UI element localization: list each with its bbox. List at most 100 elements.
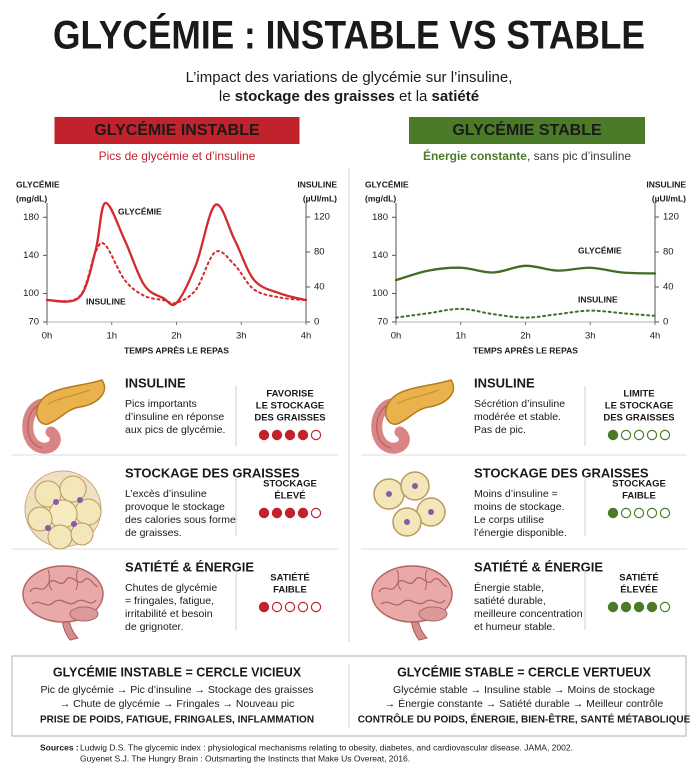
rating-dot-empty <box>659 507 671 519</box>
tagline-part: Énergie constante <box>423 148 527 163</box>
card-icon <box>28 380 105 448</box>
card-body-line: Pas de pic. <box>474 424 526 436</box>
card-icon <box>22 565 104 641</box>
rating-dot-empty <box>284 601 296 613</box>
subtitle-part: satiété <box>432 88 480 105</box>
rating-dot-filled <box>271 507 283 519</box>
panel-tagline: Pics de glycémie et d’insuline <box>99 149 256 163</box>
x-axis-title: TEMPS APRÈS LE REPAS <box>473 345 578 355</box>
panel-header: GLYCÉMIE STABLE <box>452 120 602 139</box>
y2-tick-label: 120 <box>314 212 330 223</box>
rating-dot-empty <box>310 429 322 441</box>
rating-dot-filled <box>646 601 658 613</box>
y-axis-title: GLYCÉMIE <box>365 179 409 189</box>
x-axis-title: TEMPS APRÈS LE REPAS <box>124 345 229 355</box>
card-body-line: meilleure concentration <box>474 608 583 620</box>
rating-label: ÉLEVÉ <box>274 491 305 502</box>
sources-label: Sources : <box>40 742 79 752</box>
series-label: GLYCÉMIE <box>578 245 622 255</box>
y-axis-title: (mg/dL) <box>16 193 47 203</box>
rating-dot-empty <box>659 429 671 441</box>
subtitle-part: et la <box>395 88 432 105</box>
rating-dot-empty <box>620 507 632 519</box>
y2-axis-title: (µUI/mL) <box>652 193 686 203</box>
rating-label: FAVORISE <box>266 389 313 400</box>
rating-dot-filled <box>271 429 283 441</box>
y2-tick-label: 80 <box>663 247 674 258</box>
card-heading: STOCKAGE DES GRAISSES <box>125 465 300 480</box>
rating-label: STOCKAGE <box>612 479 666 490</box>
series-label: GLYCÉMIE <box>118 206 162 216</box>
rating-dot-filled <box>607 601 619 613</box>
rating-dot-filled <box>620 601 632 613</box>
card-body-line: provoque le stockage <box>125 501 225 513</box>
y-tick-label: 140 <box>372 250 388 261</box>
y-axis-title: (mg/dL) <box>365 193 396 203</box>
rating-dot-filled <box>258 601 270 613</box>
series-line <box>46 241 307 305</box>
summary-line: → Énergie constante → Satiété durable → … <box>385 697 664 710</box>
y2-tick-label: 0 <box>663 317 668 328</box>
x-tick-label: 2h <box>520 331 531 342</box>
y-axis-title: GLYCÉMIE <box>16 179 60 189</box>
y-tick-label: 100 <box>23 288 39 299</box>
card-heading: INSULINE <box>125 375 186 390</box>
rating-label: DES GRAISSES <box>254 413 325 424</box>
card-body-line: Énergie stable, <box>474 581 544 594</box>
panel-header-box <box>409 117 645 144</box>
rating-dot-filled <box>607 507 619 519</box>
card-icon <box>371 565 453 641</box>
x-tick-label: 1h <box>455 331 466 342</box>
y-tick-label: 70 <box>377 317 388 328</box>
rating-label: SATIÉTÉ <box>270 573 309 584</box>
summary-line: Pic de glycémie → Pic d’insuline → Stock… <box>40 684 313 696</box>
rating-dot-empty <box>659 601 671 613</box>
rating-dot-empty <box>297 601 309 613</box>
card-body-line: d’insuline en réponse <box>125 411 224 423</box>
card-body-line: Pics importants <box>125 398 197 410</box>
y-tick-label: 180 <box>372 212 388 223</box>
rating-dot-empty <box>310 601 322 613</box>
rating-dot-empty <box>646 429 658 441</box>
x-tick-label: 3h <box>236 331 247 342</box>
x-tick-label: 4h <box>301 331 312 342</box>
rating-label: ÉLEVÉE <box>620 585 658 596</box>
rating-dot-empty <box>646 507 658 519</box>
rating-label: SATIÉTÉ <box>619 573 658 584</box>
y2-tick-label: 80 <box>314 247 325 258</box>
card-body-line: satiété durable, <box>474 595 546 607</box>
panel-tagline: Énergie constante, sans pic d’insuline <box>423 148 631 163</box>
source-item: Ludwig D.S. The glycemic index : physiol… <box>80 742 573 752</box>
rating-dot-filled <box>297 507 309 519</box>
card-body-line: L’excès d’insuline <box>125 488 207 500</box>
rating-dot-filled <box>284 507 296 519</box>
card-body-line: de graisses. <box>125 527 182 539</box>
x-tick-label: 3h <box>585 331 596 342</box>
summary-conclusion: PRISE DE POIDS, FATIGUE, FRINGALES, INFL… <box>40 715 314 726</box>
card-body-line: l’énergie disponible. <box>474 527 567 539</box>
series-label: INSULINE <box>86 296 126 306</box>
rating-label: DES GRAISSES <box>603 413 674 424</box>
series-line <box>395 307 656 319</box>
rating-label: FAIBLE <box>622 491 656 502</box>
rating-dot-filled <box>284 429 296 441</box>
y2-axis-title: INSULINE <box>646 179 686 189</box>
card-body-line: de grignoter. <box>125 621 183 633</box>
subtitle-part: stockage des graisses <box>235 88 395 105</box>
rating-dot-empty <box>310 507 322 519</box>
subtitle-line: le stockage des graisses et la satiété <box>219 88 479 105</box>
summary-title: GLYCÉMIE STABLE = CERCLE VERTUEUX <box>397 664 652 679</box>
card-heading: INSULINE <box>474 375 535 390</box>
y2-axis-title: (µUI/mL) <box>303 193 337 203</box>
rating-label: LE STOCKAGE <box>256 401 324 412</box>
source-item: Guyenet S.J. The Hungry Brain : Outsmart… <box>80 753 410 763</box>
card-body-line: des calories sous forme <box>125 514 236 526</box>
rating-label: LE STOCKAGE <box>605 401 673 412</box>
x-tick-label: 0h <box>391 331 402 342</box>
rating-dot-filled <box>297 429 309 441</box>
card-body-line: Chutes de glycémie <box>125 582 217 594</box>
panel-header-box <box>54 117 300 144</box>
page-title: GLYCÉMIE : INSTABLE VS STABLE <box>53 13 645 58</box>
